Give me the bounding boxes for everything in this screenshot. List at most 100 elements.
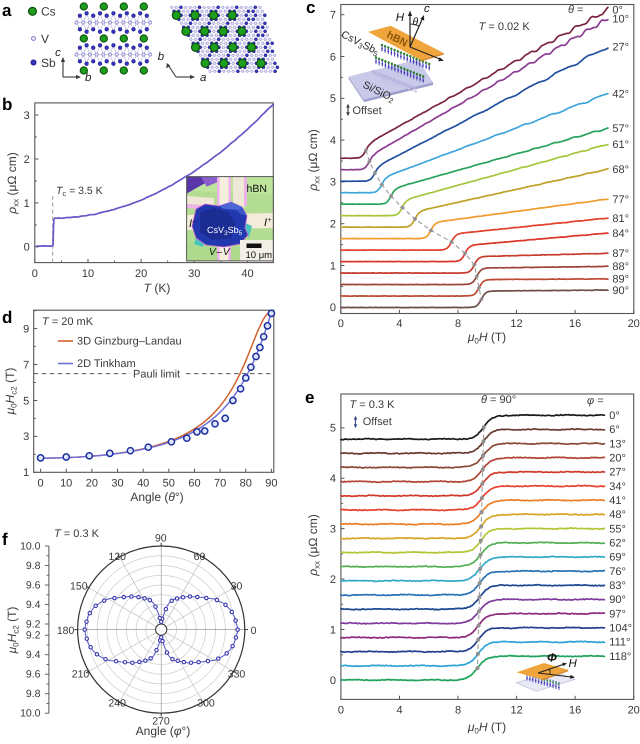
- svg-text:20: 20: [86, 477, 98, 489]
- svg-text:Offset: Offset: [363, 416, 392, 428]
- svg-text:61°: 61°: [612, 139, 629, 151]
- svg-text:9.8: 9.8: [26, 560, 41, 572]
- svg-text:3: 3: [330, 523, 336, 535]
- svg-text:ρxx (μΩ cm): ρxx (μΩ cm): [306, 514, 322, 576]
- svg-text:3: 3: [24, 110, 30, 122]
- svg-text:3D Ginzburg–Landau: 3D Ginzburg–Landau: [77, 336, 182, 348]
- svg-text:T = 20 mK: T = 20 mK: [42, 316, 94, 328]
- svg-text:4: 4: [396, 318, 402, 330]
- svg-text:2: 2: [24, 154, 30, 166]
- svg-text:68°: 68°: [612, 164, 629, 176]
- svg-text:4: 4: [330, 473, 336, 485]
- svg-text:1: 1: [330, 624, 336, 636]
- svg-text:1: 1: [330, 260, 336, 272]
- svg-text:hBN: hBN: [247, 183, 267, 195]
- svg-text:10.0: 10.0: [20, 541, 41, 553]
- svg-text:d: d: [2, 308, 12, 327]
- svg-text:9.8: 9.8: [26, 688, 41, 700]
- svg-text:Angle (φ°): Angle (φ°): [136, 724, 191, 738]
- svg-text:9.4: 9.4: [26, 649, 41, 661]
- svg-text:Cs: Cs: [41, 5, 56, 19]
- svg-text:V: V: [41, 32, 49, 46]
- svg-text:+: +: [268, 217, 272, 224]
- svg-text:10: 10: [60, 477, 72, 489]
- svg-text:2: 2: [330, 219, 336, 231]
- svg-text:0: 0: [338, 318, 344, 330]
- svg-text:5: 5: [23, 395, 29, 407]
- svg-text:9: 9: [23, 323, 29, 335]
- svg-text:111°: 111°: [609, 637, 630, 649]
- svg-text:270: 270: [152, 716, 170, 728]
- svg-text:θ: θ: [413, 16, 419, 28]
- svg-text:30: 30: [188, 268, 200, 280]
- svg-text:240: 240: [108, 697, 126, 709]
- svg-text:10°: 10°: [612, 13, 629, 25]
- svg-text:76°: 76°: [609, 566, 626, 578]
- svg-text:12: 12: [510, 704, 522, 716]
- svg-text:20: 20: [135, 268, 147, 280]
- svg-text:I: I: [189, 218, 192, 230]
- svg-text:77°: 77°: [612, 194, 629, 206]
- svg-text:41°: 41°: [609, 495, 626, 507]
- svg-text:40: 40: [137, 477, 149, 489]
- svg-text:80: 80: [240, 477, 252, 489]
- svg-text:–: –: [193, 218, 197, 225]
- svg-text:69°: 69°: [609, 552, 626, 564]
- svg-text:a: a: [2, 1, 12, 20]
- svg-text:20°: 20°: [609, 453, 626, 465]
- svg-text:b: b: [85, 72, 92, 84]
- svg-text:θ = 90°: θ = 90°: [481, 394, 516, 406]
- svg-text:10: 10: [82, 268, 94, 280]
- svg-text:ρxx (μΩ cm): ρxx (μΩ cm): [5, 152, 21, 214]
- svg-text:5: 5: [330, 93, 336, 105]
- svg-text:b: b: [158, 51, 165, 63]
- svg-text:μ0Hc2 (T): μ0Hc2 (T): [5, 607, 21, 655]
- svg-text:c: c: [306, 0, 315, 17]
- svg-text:16: 16: [569, 318, 581, 330]
- svg-text:Sb: Sb: [41, 56, 56, 70]
- svg-text:89°: 89°: [612, 274, 629, 286]
- svg-text:Offset: Offset: [353, 105, 382, 117]
- svg-text:50: 50: [163, 477, 175, 489]
- svg-text:f: f: [2, 530, 8, 549]
- svg-text:90°: 90°: [609, 594, 626, 606]
- svg-text:Angle (θ°): Angle (θ°): [130, 490, 183, 504]
- svg-text:μ0H (T): μ0H (T): [467, 720, 506, 736]
- svg-text:70: 70: [214, 477, 226, 489]
- svg-text:9.2: 9.2: [26, 619, 41, 631]
- svg-text:30: 30: [111, 477, 123, 489]
- svg-text:T = 0.3 K: T = 0.3 K: [350, 399, 396, 411]
- svg-text:c: c: [55, 47, 61, 59]
- svg-text:5: 5: [330, 423, 336, 435]
- svg-text:8: 8: [455, 704, 461, 716]
- svg-text:13°: 13°: [609, 438, 626, 450]
- svg-text:62°: 62°: [609, 538, 626, 550]
- svg-text:b: b: [2, 95, 12, 114]
- svg-text:μ0H (T): μ0H (T): [467, 330, 506, 346]
- svg-text:a: a: [200, 72, 206, 84]
- svg-text:8: 8: [455, 318, 461, 330]
- svg-text:300: 300: [197, 697, 215, 709]
- svg-text:90: 90: [155, 533, 167, 545]
- svg-text:2D Tinkham: 2D Tinkham: [77, 358, 136, 370]
- svg-text:0: 0: [32, 268, 38, 280]
- svg-text:1: 1: [23, 467, 29, 479]
- svg-text:118°: 118°: [609, 651, 631, 663]
- svg-text:120: 120: [108, 551, 126, 563]
- svg-text:θ =: θ =: [568, 4, 583, 16]
- svg-text:6°: 6°: [609, 424, 620, 436]
- svg-text:1: 1: [24, 198, 30, 210]
- svg-text:4: 4: [396, 704, 402, 716]
- svg-text:60: 60: [194, 551, 206, 563]
- svg-text:9.6: 9.6: [26, 580, 41, 592]
- svg-text:90°: 90°: [612, 285, 629, 297]
- svg-text:10 μm: 10 μm: [246, 250, 273, 261]
- svg-text:0: 0: [251, 625, 257, 637]
- svg-text:0: 0: [24, 242, 30, 254]
- svg-text:μ0Hc2 (T): μ0Hc2 (T): [3, 368, 19, 416]
- svg-text:7: 7: [23, 359, 29, 371]
- svg-text:0: 0: [338, 704, 344, 716]
- svg-text:48°: 48°: [609, 509, 626, 521]
- svg-text:83°: 83°: [609, 580, 626, 592]
- svg-text:Tc = 3.5 K: Tc = 3.5 K: [56, 185, 103, 198]
